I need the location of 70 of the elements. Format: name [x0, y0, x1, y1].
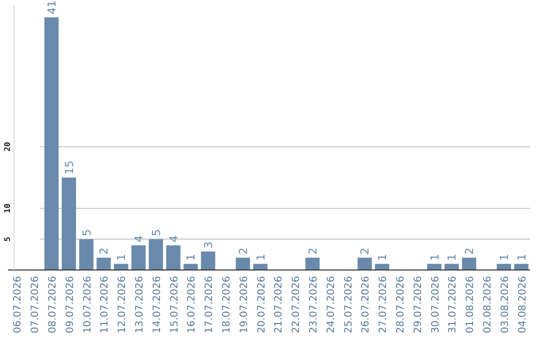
x-tick-label: 12.07.2026 [117, 276, 128, 334]
data-label: 3 [202, 242, 216, 249]
bar [166, 245, 180, 270]
x-tick-label: 17.07.2026 [204, 276, 216, 334]
bar [62, 178, 76, 270]
bar [44, 17, 59, 270]
x-tick-label: 24.07.2026 [326, 276, 337, 334]
x-tick-label: 19.07.2026 [238, 276, 250, 334]
data-label: 2 [236, 248, 250, 255]
x-tick-label: 22.07.2026 [291, 276, 302, 334]
x-tick-label: 25.07.2026 [343, 276, 354, 334]
x-tick-label: 06.07.2026 [12, 276, 24, 334]
data-label: 15 [62, 160, 76, 175]
y-tick-label: 5 [3, 236, 12, 242]
data-label: 2 [306, 248, 320, 255]
x-tick-label: 03.08.2026 [500, 276, 511, 334]
bar [253, 264, 268, 270]
x-tick-label: 11.07.2026 [100, 276, 111, 334]
data-label: 1 [376, 254, 390, 261]
data-label: 1 [184, 254, 198, 261]
data-label: 2 [463, 248, 476, 255]
x-tick-label: 10.07.2026 [82, 276, 94, 334]
x-tick-label: 28.07.2026 [396, 276, 406, 334]
data-label: 1 [498, 254, 511, 261]
data-label: 1 [254, 254, 268, 261]
data-label: 5 [80, 229, 94, 236]
bar [462, 258, 476, 270]
x-tick-label: 04.08.2026 [517, 276, 528, 334]
bar [444, 264, 459, 270]
data-label: 5 [150, 229, 163, 236]
data-label: 2 [358, 248, 372, 255]
bar [148, 239, 164, 270]
x-tick-label: 14.07.2026 [152, 276, 163, 334]
x-tick-label: 15.07.2026 [169, 276, 180, 334]
y-tick-label: 20 [3, 142, 12, 152]
x-tick-label: 31.07.2026 [448, 276, 459, 334]
data-label: 1 [446, 254, 459, 261]
bar [358, 258, 372, 270]
bar [200, 252, 216, 270]
x-tick-label: 07.07.2026 [30, 276, 42, 334]
x-tick-label: 30.07.2026 [430, 276, 442, 334]
x-tick-label: 27.07.2026 [378, 276, 390, 334]
x-tick-label: 21.07.2026 [274, 276, 285, 334]
data-label: 2 [98, 248, 111, 255]
x-tick-label: 13.07.2026 [134, 276, 146, 334]
bar [79, 239, 94, 270]
data-label: 4 [132, 235, 146, 242]
y-tick-label: 10 [3, 203, 12, 214]
x-tick-label: 26.07.2026 [360, 276, 372, 334]
bar [131, 245, 146, 270]
x-tick-label: 08.07.2026 [48, 276, 58, 334]
x-tick-label: 23.07.2026 [308, 276, 320, 334]
x-tick-label: 09.07.2026 [64, 276, 76, 334]
x-tick-label: 01.08.2026 [465, 276, 476, 334]
bar [514, 264, 528, 270]
data-label: 1 [515, 254, 528, 261]
data-label: 4 [167, 235, 180, 242]
x-tick-label: 18.07.2026 [222, 276, 232, 334]
x-tick-label: 02.08.2026 [482, 276, 494, 334]
bar [96, 258, 111, 270]
x-tick-label: 20.07.2026 [256, 276, 268, 334]
data-label: 1 [115, 254, 128, 261]
x-tick-label: 29.07.2026 [412, 276, 424, 334]
x-tick-label: 16.07.2026 [186, 276, 198, 334]
bar [427, 264, 442, 270]
bar [305, 258, 320, 270]
bar [184, 264, 198, 270]
data-label: 1 [428, 254, 442, 261]
data-label: 41 [46, 0, 58, 14]
bar [236, 258, 250, 270]
